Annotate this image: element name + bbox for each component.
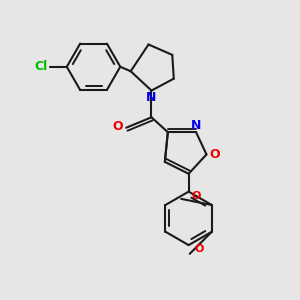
Text: N: N xyxy=(146,91,156,103)
Text: O: O xyxy=(112,120,123,133)
Text: O: O xyxy=(191,191,200,201)
Text: O: O xyxy=(194,244,203,254)
Text: N: N xyxy=(191,119,201,132)
Text: O: O xyxy=(209,148,220,161)
Text: Cl: Cl xyxy=(34,60,47,73)
